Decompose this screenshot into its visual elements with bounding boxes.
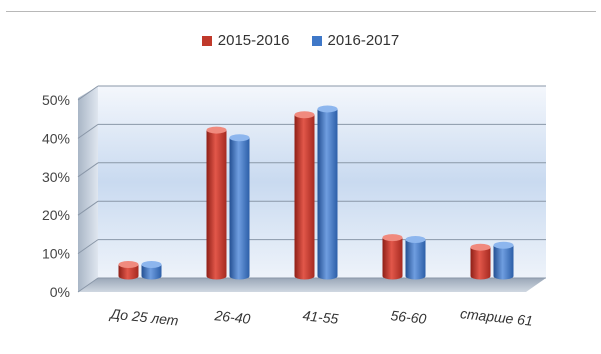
bar-1-5: [470, 243, 491, 280]
gridline-side: [77, 239, 99, 255]
y-tick-label: 0%: [50, 284, 70, 300]
gridline-side: [77, 123, 99, 139]
bar-1-1: [118, 260, 139, 280]
side-wall: [78, 86, 98, 292]
bar-2-2: [229, 134, 250, 280]
legend-label-series-2: 2016-2017: [327, 32, 400, 49]
legend: 2015-2016 2016-2017: [0, 32, 601, 49]
bar-2-4: [405, 236, 426, 280]
x-tick-label: 41-55: [302, 307, 339, 327]
gridline-side: [77, 277, 99, 293]
gridline-side: [77, 200, 99, 216]
legend-label-series-1: 2015-2016: [217, 32, 290, 49]
x-axis-ticks: До 25 лет 26-40 41-55 56-60 старше 61: [108, 305, 534, 329]
gridline-side: [77, 162, 99, 178]
y-tick-label: 30%: [42, 169, 70, 185]
x-tick-label: 26-40: [213, 307, 251, 327]
y-tick-label: 10%: [42, 246, 70, 262]
x-tick-label: 56-60: [390, 307, 427, 327]
y-axis-ticks: 0% 10% 20% 30% 40% 50%: [42, 92, 70, 300]
top-divider: [6, 11, 596, 12]
bars: [118, 105, 514, 280]
bar-2-3: [317, 105, 338, 280]
gridline-side: [77, 85, 99, 101]
legend-entry-series-1: 2015-2016: [201, 32, 290, 49]
legend-swatch-series-2: [311, 35, 322, 46]
bar-2-5: [493, 241, 514, 280]
y-tick-label: 50%: [42, 92, 70, 108]
x-tick-label: До 25 лет: [108, 305, 180, 328]
bar-1-4: [382, 234, 403, 280]
floor: [78, 278, 546, 292]
y-tick-label: 40%: [42, 130, 70, 146]
legend-swatch-series-1: [201, 35, 212, 46]
bar-1-2: [206, 126, 227, 280]
y-tick-label: 20%: [42, 207, 70, 223]
legend-entry-series-2: 2016-2017: [311, 32, 400, 49]
bar-2-1: [141, 260, 162, 280]
x-tick-label: старше 61: [459, 305, 533, 329]
bar-1-3: [294, 111, 315, 280]
